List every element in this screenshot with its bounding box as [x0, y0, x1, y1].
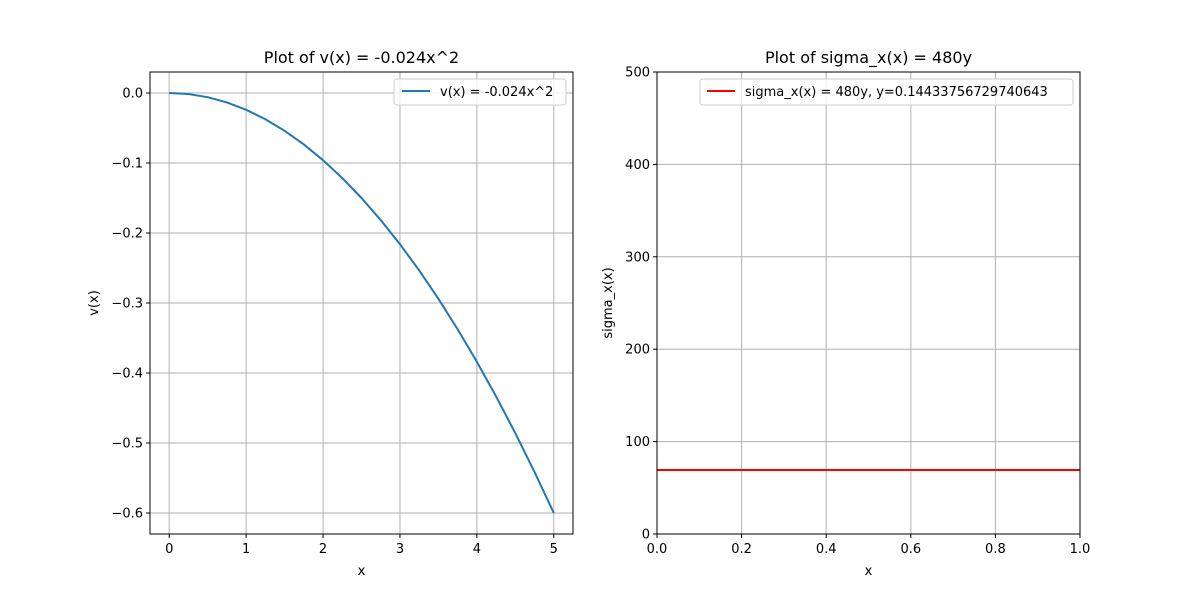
right-y-tick-label: 500	[625, 66, 650, 81]
left-chart-title: Plot of v(x) = -0.024x^2	[264, 48, 459, 67]
left-y-tick-label: −0.5	[111, 437, 143, 452]
left-x-tick-label: 4	[473, 542, 481, 557]
left-legend-box	[393, 78, 567, 106]
right-y-tick-label: 300	[625, 250, 650, 265]
left-y-tick-label: −0.1	[111, 157, 143, 172]
left-x-tick-label: 2	[319, 542, 327, 557]
left-y-axis-label: v(x)	[87, 290, 102, 316]
left-x-tick-label: 1	[242, 542, 250, 557]
right-x-tick-label: 0.6	[900, 542, 921, 557]
left-legend: v(x) = -0.024x^2	[393, 78, 567, 106]
right-x-tick-label: 0.2	[731, 542, 752, 557]
left-y-tick-label: 0.0	[122, 87, 143, 102]
right-y-tick-label: 100	[625, 435, 650, 450]
left-grid	[150, 72, 573, 534]
right-legend-box	[699, 78, 1074, 106]
left-x-ticks: 0 1 2 3 4 5	[165, 534, 558, 557]
left-legend-label: v(x) = -0.024x^2	[440, 85, 553, 100]
right-legend: sigma_x(x) = 480y, y=0.14433756729740643	[699, 78, 1074, 106]
left-x-axis-label: x	[358, 564, 366, 579]
right-x-tick-label: 1.0	[1070, 542, 1091, 557]
right-x-tick-label: 0.8	[985, 542, 1006, 557]
left-x-tick-label: 0	[165, 542, 173, 557]
right-y-tick-label: 400	[625, 158, 650, 173]
left-y-tick-label: −0.3	[111, 297, 143, 312]
right-chart-title: Plot of sigma_x(x) = 480y	[765, 48, 972, 68]
right-x-ticks: 0.0 0.2 0.4 0.6 0.8 1.0	[647, 534, 1091, 557]
right-plot-area	[657, 72, 1080, 534]
right-y-tick-label: 200	[625, 343, 650, 358]
left-series	[169, 92, 555, 514]
left-y-ticks: 0.0 −0.1 −0.2 −0.3 −0.4 −0.5 −0.6	[111, 87, 150, 522]
left-x-tick-label: 5	[550, 542, 558, 557]
right-legend-label: sigma_x(x) = 480y, y=0.14433756729740643	[745, 85, 1048, 100]
right-x-axis-label: x	[865, 564, 873, 579]
right-subplot: 0.0 0.2 0.4 0.6 0.8 1.0 0 100 200 300 400 500 Plot…	[601, 48, 1090, 579]
right-x-tick-label: 0.0	[647, 542, 668, 557]
left-series-line	[169, 92, 555, 514]
left-y-tick-label: −0.2	[111, 227, 143, 242]
right-y-tick-label: 0	[642, 528, 650, 543]
right-axes-frame	[656, 71, 1081, 535]
left-subplot: 0 1 2 3 4 5 0.0 −0.1 −0.2 −0.3 −0.4 −0.5 −0.6 Plot …	[87, 48, 574, 579]
left-y-tick-label: −0.4	[111, 367, 143, 382]
left-y-tick-label: −0.6	[111, 507, 143, 522]
right-y-ticks: 0 100 200 300 400 500	[625, 66, 657, 543]
left-x-tick-label: 3	[396, 542, 404, 557]
right-x-tick-label: 0.4	[816, 542, 837, 557]
right-y-axis-label: sigma_x(x)	[601, 267, 616, 338]
